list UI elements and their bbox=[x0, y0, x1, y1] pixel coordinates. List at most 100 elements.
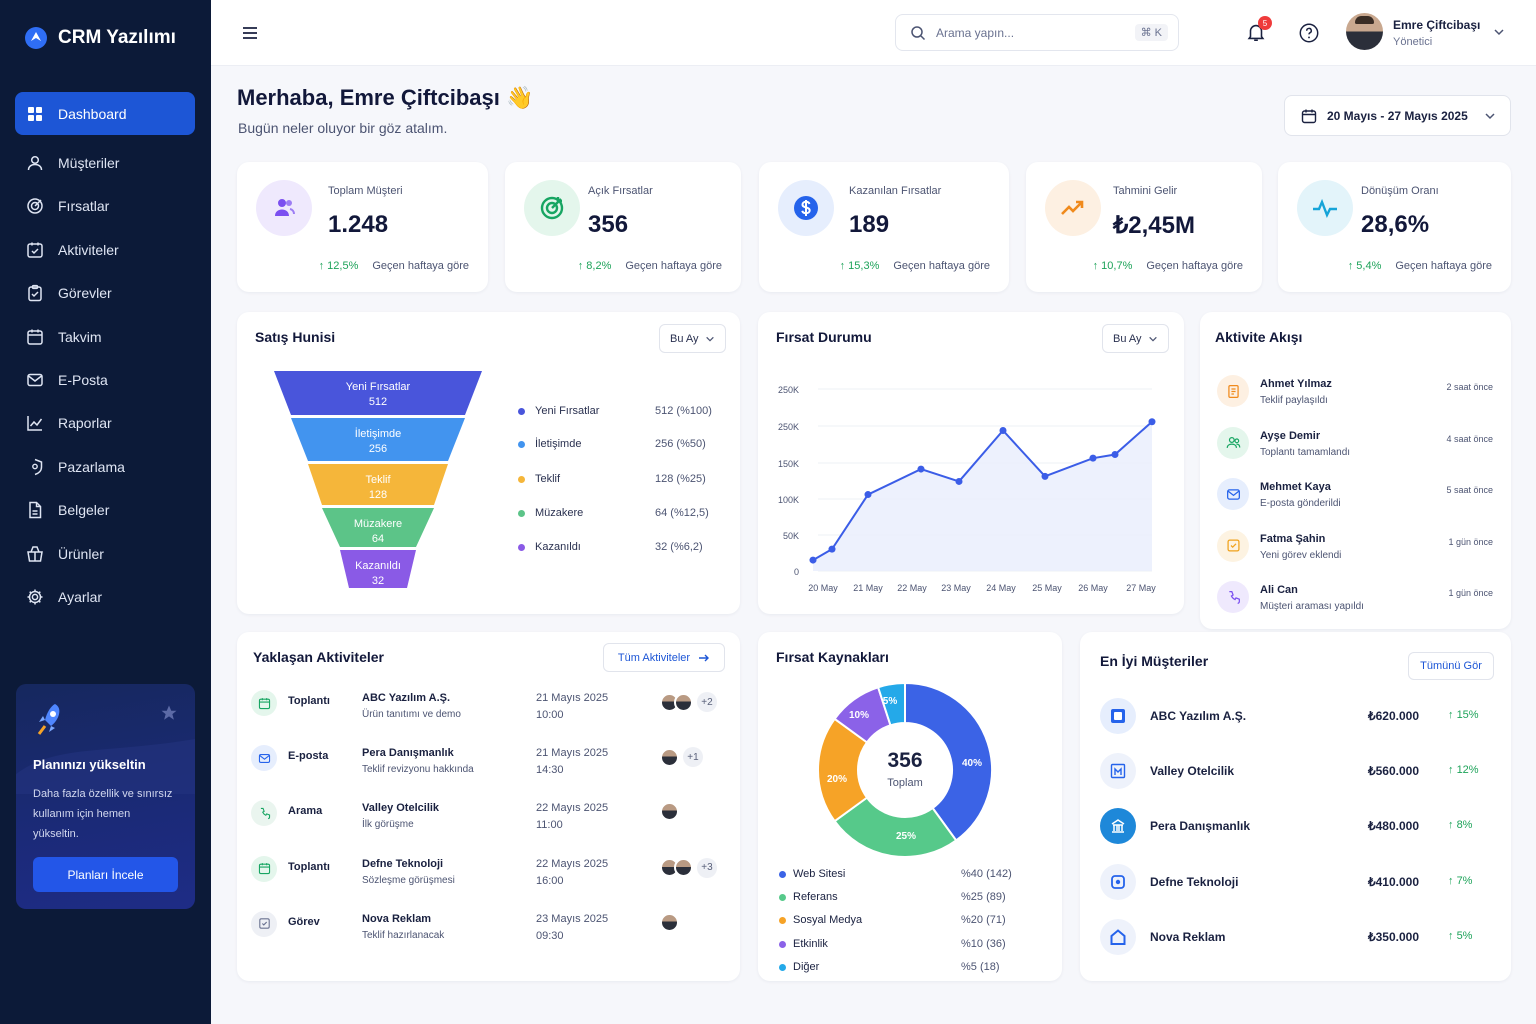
kpi-label: Kazanılan Fırsatlar bbox=[849, 185, 942, 197]
user-menu[interactable]: Emre Çiftcibaşı Yönetici bbox=[1346, 13, 1516, 53]
donut-total-label: Toplam bbox=[887, 777, 923, 789]
y-tick-label: 150K bbox=[778, 459, 799, 469]
customer-row[interactable]: Pera Danışmanlık ₺480.000 ↑ 8% bbox=[1100, 808, 1495, 845]
kpi-card[interactable]: Toplam Müşteri 1.248 ↑ 12,5% Geçen haftaya … bbox=[237, 162, 488, 292]
trending-up-icon bbox=[1061, 200, 1084, 215]
legend-dot bbox=[518, 544, 525, 551]
activity-name: Ahmet Yılmaz bbox=[1260, 378, 1332, 390]
data-point[interactable] bbox=[809, 556, 817, 564]
activity-item[interactable]: Ali Can Müşteri araması yapıldı 1 gün önce bbox=[1215, 579, 1496, 619]
data-point[interactable] bbox=[1089, 454, 1097, 462]
sidebar-item-pazarlama[interactable]: Pazarlama bbox=[15, 445, 195, 488]
funnel-segment[interactable] bbox=[322, 508, 434, 547]
activity-item[interactable]: Ayşe Demir Toplantı tamamlandı 4 saat önce bbox=[1215, 425, 1496, 465]
activity-type: Toplantı bbox=[288, 860, 330, 873]
sidebar-item-dashboard[interactable]: Dashboard bbox=[15, 92, 195, 136]
funnel-segment[interactable] bbox=[340, 550, 416, 588]
view-all-customers-button[interactable]: Tümünü Gör bbox=[1408, 652, 1494, 680]
customer-row[interactable]: Valley Otelcilik ₺560.000 ↑ 12% bbox=[1100, 753, 1495, 790]
sidebar-item-raporlar[interactable]: Raporlar bbox=[15, 402, 195, 445]
opportunity-status-card: Fırsat Durumu Bu Ay 250K 250K 150K 100K 50K 0… bbox=[758, 312, 1184, 614]
date-range-picker[interactable]: 20 Mayıs - 27 Mayıs 2025 bbox=[1284, 95, 1511, 136]
kpi-label: Açık Fırsatlar bbox=[588, 185, 653, 197]
sidebar: CRM Yazılımı Dashboard Müşteriler Fırsatla… bbox=[0, 0, 211, 1024]
upcoming-activity-row[interactable]: Arama Valley Otelcilik İlk görüşme 22 Mayıs… bbox=[251, 798, 726, 842]
kpi-card[interactable]: Tahmini Gelir ₺2,45M ↑ 10,7% Geçen haftaya … bbox=[1026, 162, 1262, 292]
donut-slice[interactable] bbox=[876, 681, 906, 727]
activity-date: 22 Mayıs 2025 bbox=[536, 857, 609, 870]
sidebar-item-belgeler[interactable]: Belgeler bbox=[15, 489, 195, 532]
avatar bbox=[674, 858, 693, 878]
shield-icon bbox=[32, 458, 43, 476]
funnel-segment[interactable] bbox=[291, 418, 465, 461]
kpi-card[interactable]: Açık Fırsatlar 356 ↑ 8,2% Geçen haftaya gör… bbox=[505, 162, 741, 292]
kpi-icon-badge bbox=[1045, 180, 1101, 236]
customer-name: Valley Otelcilik bbox=[1150, 764, 1235, 779]
sidebar-item-ayarlar[interactable]: Ayarlar bbox=[15, 575, 195, 618]
customer-row[interactable]: ABC Yazılım A.Ş. ₺620.000 ↑ 15% bbox=[1100, 698, 1495, 734]
sidebar-item-aktiviteler[interactable]: Aktiviteler bbox=[15, 228, 195, 271]
customer-logo bbox=[1100, 918, 1136, 955]
data-point[interactable] bbox=[864, 491, 872, 499]
kpi-value: 356 bbox=[588, 211, 629, 238]
legend-dot bbox=[779, 963, 786, 971]
funnel-segment-value: 512 bbox=[369, 396, 387, 408]
activity-item[interactable]: Fatma Şahin Yeni görev eklendi 1 gün önce bbox=[1215, 528, 1496, 568]
search-box[interactable]: Arama yapın... ⌘ K bbox=[895, 14, 1179, 51]
kpi-label: Toplam Müşteri bbox=[328, 185, 403, 197]
upcoming-activity-row[interactable]: Görev Nova Reklam Teklif hazırlanacak 23 Ma… bbox=[251, 909, 726, 953]
view-plans-button[interactable]: Planları İncele bbox=[33, 857, 178, 892]
company-name: Nova Reklam bbox=[362, 912, 432, 925]
customer-logo bbox=[1100, 863, 1136, 900]
date-range-value: 20 Mayıs - 27 Mayıs 2025 bbox=[1327, 108, 1468, 123]
card-title: Fırsat Kaynakları bbox=[776, 649, 889, 665]
sidebar-item-takvim[interactable]: Takvim bbox=[15, 315, 195, 358]
data-point[interactable] bbox=[1041, 472, 1049, 480]
donut-slice[interactable] bbox=[904, 681, 993, 842]
activity-description: Yeni görev eklendi bbox=[1260, 549, 1342, 561]
notifications-button[interactable]: 5 bbox=[1245, 16, 1272, 45]
activity-icon-badge bbox=[1217, 375, 1249, 407]
hotel-logo-icon bbox=[1110, 763, 1126, 779]
data-point[interactable] bbox=[955, 477, 963, 485]
sidebar-item-fırsatlar[interactable]: Fırsatlar bbox=[15, 185, 195, 228]
kpi-card[interactable]: Dönüşüm Oranı 28,6% ↑ 5,4% Geçen haftaya gö… bbox=[1278, 162, 1511, 292]
slice-label: 5% bbox=[883, 696, 898, 707]
sidebar-item-görevler[interactable]: Görevler bbox=[15, 272, 195, 315]
activity-type-icon-badge bbox=[251, 855, 277, 882]
upcoming-activity-row[interactable]: Toplantı ABC Yazılım A.Ş. Ürün tanıtımı ve… bbox=[251, 688, 726, 732]
activity-item[interactable]: Ahmet Yılmaz Teklif paylaşıldı 2 saat önce bbox=[1215, 373, 1496, 413]
all-activities-button[interactable]: Tüm Aktiviteler bbox=[603, 643, 725, 672]
users-icon bbox=[1226, 437, 1240, 448]
kpi-card[interactable]: Kazanılan Fırsatlar 189 ↑ 15,3% Geçen hafta… bbox=[759, 162, 1009, 292]
chart-period-dropdown[interactable]: Bu Ay bbox=[1102, 324, 1169, 353]
x-tick-label: 21 May bbox=[853, 583, 883, 593]
funnel-segment[interactable] bbox=[308, 464, 448, 505]
customer-row[interactable]: Defne Teknoloji ₺410.000 ↑ 7% bbox=[1100, 863, 1495, 900]
legend-value: 32 (%6,2) bbox=[655, 541, 703, 553]
notification-badge: 5 bbox=[1258, 16, 1272, 30]
funnel-segment[interactable] bbox=[274, 371, 482, 415]
customer-row[interactable]: Nova Reklam ₺350.000 ↑ 5% bbox=[1100, 918, 1495, 955]
sidebar-item-ürünler[interactable]: Ürünler bbox=[15, 532, 195, 575]
activity-time: 5 saat önce bbox=[1446, 485, 1493, 495]
upcoming-activity-row[interactable]: Toplantı Defne Teknoloji Sözleşme görüşmes… bbox=[251, 854, 726, 898]
brand[interactable]: CRM Yazılımı bbox=[24, 26, 176, 50]
donut-slice[interactable] bbox=[833, 796, 958, 858]
sidebar-item-müşteriler[interactable]: Müşteriler bbox=[15, 141, 195, 184]
data-point[interactable] bbox=[917, 465, 925, 473]
data-point[interactable] bbox=[999, 426, 1007, 434]
data-point[interactable] bbox=[1111, 451, 1119, 459]
sidebar-item-e-posta[interactable]: E-Posta bbox=[15, 358, 195, 401]
sidebar-item-label: Pazarlama bbox=[58, 458, 125, 475]
customer-change: ↑ 7% bbox=[1448, 875, 1472, 887]
funnel-period-dropdown[interactable]: Bu Ay bbox=[659, 324, 726, 353]
upcoming-activity-row[interactable]: E-posta Pera Danışmanlık Teklif revizyonu … bbox=[251, 743, 726, 787]
activity-item[interactable]: Mehmet Kaya E-posta gönderildi 5 saat önce bbox=[1215, 476, 1496, 516]
help-icon[interactable] bbox=[1298, 22, 1320, 44]
data-point[interactable] bbox=[1148, 418, 1156, 426]
kpi-icon-badge bbox=[778, 180, 834, 236]
menu-icon[interactable] bbox=[241, 24, 259, 42]
data-point[interactable] bbox=[828, 545, 836, 553]
donut-chart: 40% 25% 20% 10% 5% bbox=[817, 681, 993, 858]
